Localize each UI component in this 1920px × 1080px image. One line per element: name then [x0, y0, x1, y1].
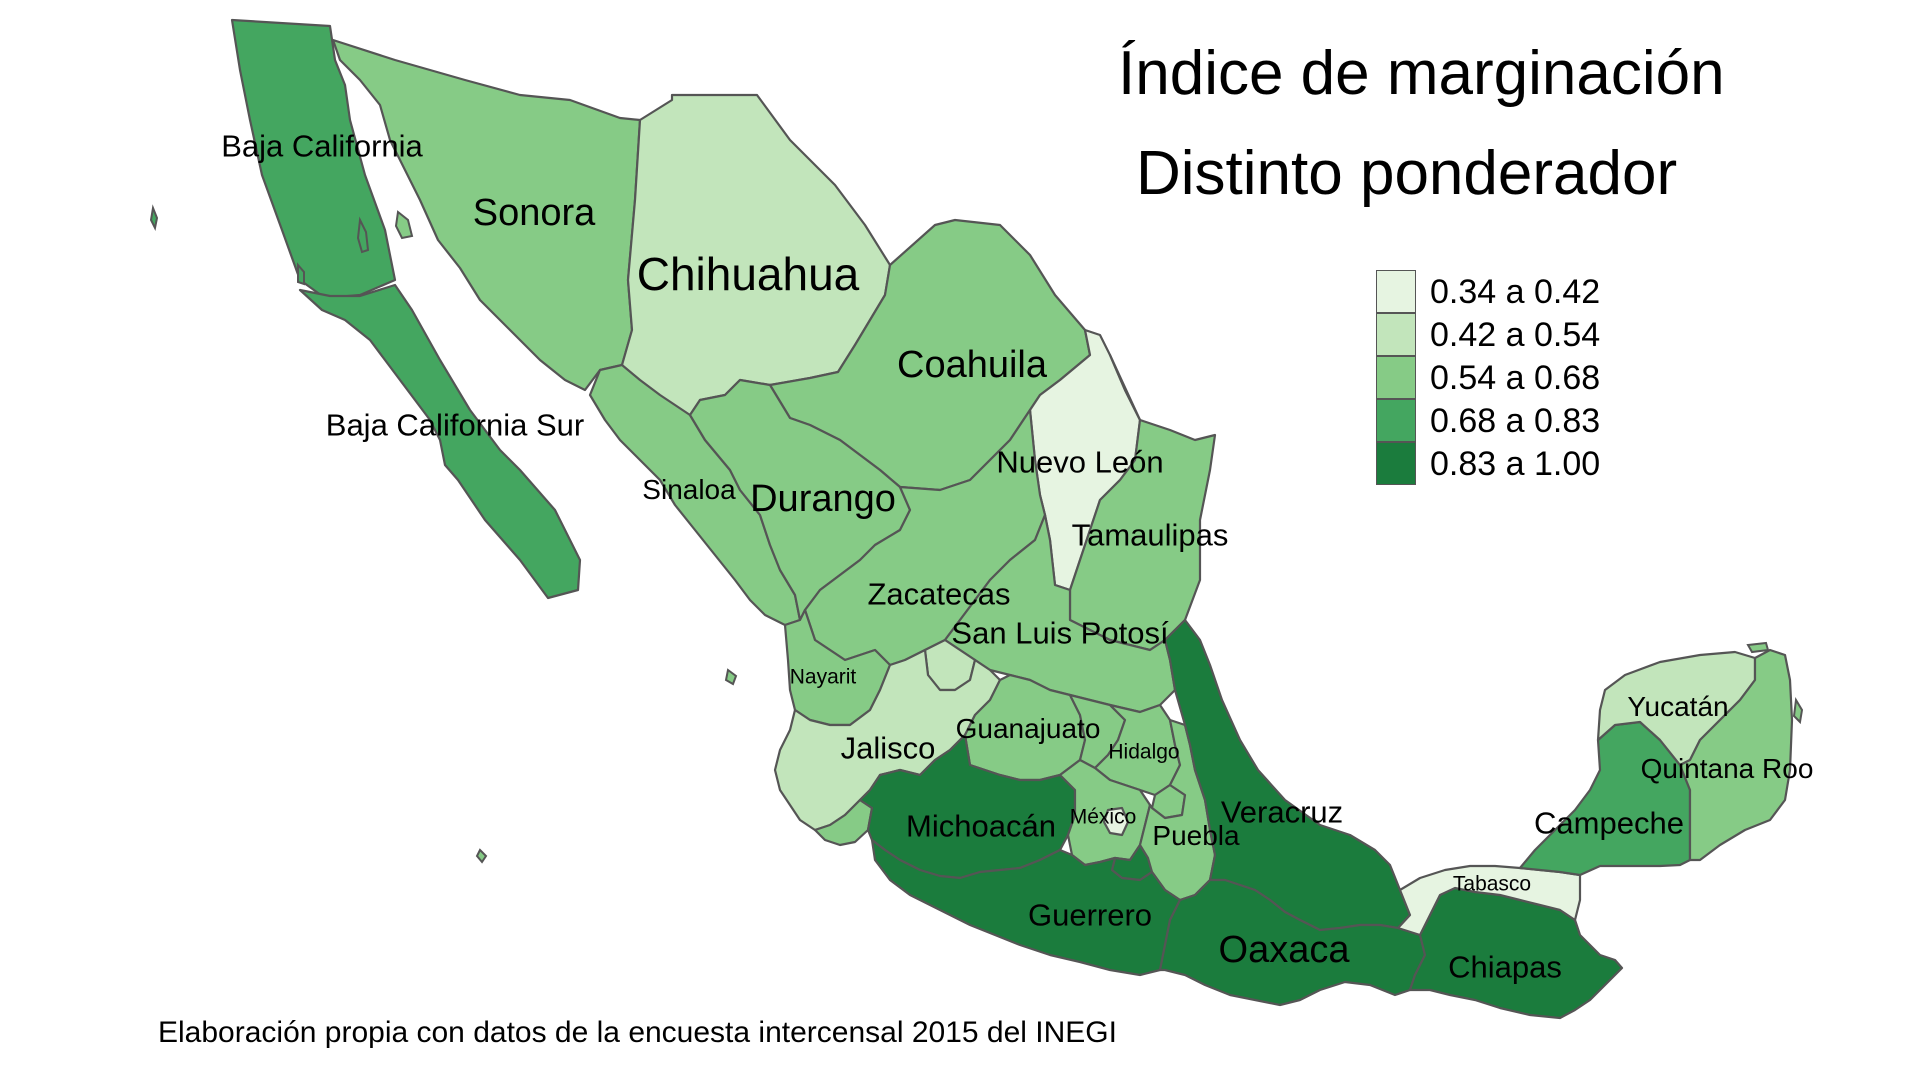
- legend-label: 0.83 a 1.00: [1430, 445, 1601, 483]
- label-zacatecas: Zacatecas: [867, 576, 1011, 612]
- label-guanajuato: Guanajuato: [955, 713, 1101, 744]
- legend-swatch: [1376, 399, 1416, 442]
- legend-label: 0.54 a 0.68: [1430, 359, 1601, 397]
- label-nuevo-leon: Nuevo León: [996, 444, 1164, 480]
- label-mexico: México: [1069, 805, 1137, 829]
- label-michoacan: Michoacán: [906, 808, 1056, 844]
- label-nayarit: Nayarit: [789, 665, 857, 689]
- label-veracruz: Veracruz: [1220, 794, 1344, 830]
- state-sonora[interactable]: [331, 38, 642, 392]
- legend-swatch: [1376, 313, 1416, 356]
- source-caption: Elaboración propia con datos de la encue…: [158, 1016, 1117, 1049]
- label-tabasco: Tabasco: [1452, 872, 1532, 896]
- state-baja-california-sur[interactable]: [298, 283, 582, 600]
- state-quintana-roo[interactable]: [1678, 648, 1794, 862]
- island-guadalupe: [149, 204, 159, 232]
- label-chihuahua: Chihuahua: [636, 248, 860, 300]
- state-cdmx[interactable]: [1102, 806, 1130, 837]
- label-baja-california: Baja California: [221, 128, 423, 164]
- label-hidalgo: Hidalgo: [1108, 740, 1180, 764]
- label-oaxaca: Oaxaca: [1218, 929, 1350, 971]
- state-hidalgo[interactable]: [1093, 703, 1182, 797]
- island-angel-de-la-guarda: [356, 216, 370, 254]
- state-guerrero[interactable]: [870, 838, 1182, 977]
- label-puebla: Puebla: [1152, 820, 1240, 851]
- state-tabasco[interactable]: [1396, 864, 1582, 937]
- legend-swatch: [1376, 356, 1416, 399]
- label-baja-california-sur: Baja California Sur: [325, 407, 585, 443]
- label-sonora: Sonora: [472, 192, 596, 234]
- map-subtitle: Distinto ponderador: [1136, 139, 1678, 208]
- legend-label: 0.68 a 0.83: [1430, 402, 1601, 440]
- label-chiapas: Chiapas: [1448, 949, 1562, 985]
- label-quintana-roo: Quintana Roo: [1640, 753, 1814, 784]
- label-sinaloa: Sinaloa: [642, 474, 736, 505]
- legend-swatch: [1376, 270, 1416, 313]
- label-san-luis-potosi: San Luis Potosí: [951, 615, 1169, 651]
- legend-swatch: [1376, 442, 1416, 485]
- label-campeche: Campeche: [1534, 805, 1684, 841]
- label-tamaulipas: Tamaulipas: [1071, 517, 1229, 553]
- legend-label: 0.34 a 0.42: [1430, 273, 1601, 311]
- island-holbox: [1746, 641, 1770, 654]
- island-revillagigedo: [475, 848, 488, 864]
- legend-label: 0.42 a 0.54: [1430, 316, 1601, 354]
- island-tiburon: [394, 210, 414, 240]
- map-title: Índice de marginación: [1118, 39, 1725, 108]
- label-coahuila: Coahuila: [897, 344, 1047, 386]
- island-marias: [724, 668, 738, 686]
- label-yucatan: Yucatán: [1627, 691, 1729, 722]
- label-guerrero: Guerrero: [1027, 897, 1153, 933]
- island-cozumel: [1792, 697, 1804, 725]
- state-baja-california[interactable]: [230, 18, 397, 300]
- label-durango: Durango: [750, 478, 896, 520]
- island-cedros: [297, 262, 305, 286]
- label-jalisco: Jalisco: [840, 730, 936, 766]
